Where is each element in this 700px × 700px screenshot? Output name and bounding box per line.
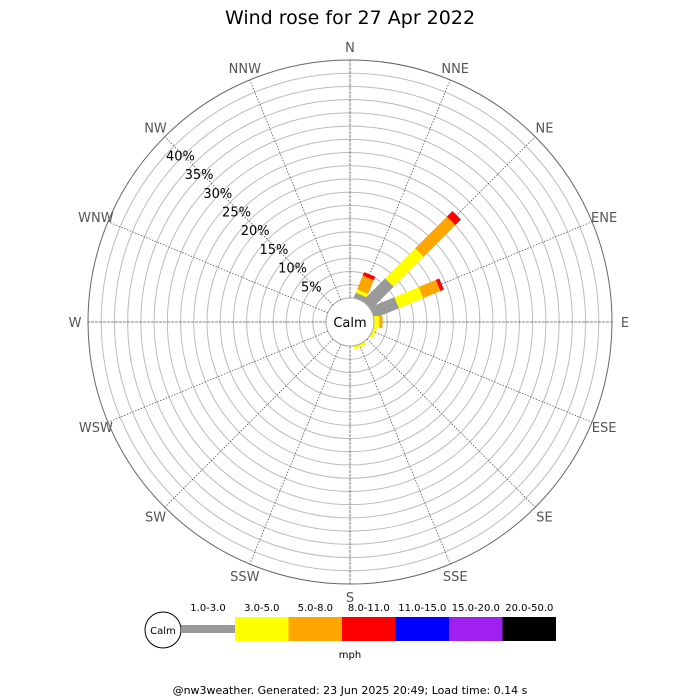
bar-ne-1.0-3.0: [362, 278, 394, 310]
spoke-sse: [358, 344, 451, 565]
radial-tick-25: 25%: [222, 206, 251, 221]
direction-label-w: W: [69, 316, 82, 331]
legend-calm-label: Calm: [150, 626, 176, 637]
direction-labels: N NNE NE ENE E ESE SE SSE S SSW SW WSW W WNW NW NNW: [69, 41, 630, 606]
direction-spokes: [88, 60, 612, 584]
direction-label-wsw: WSW: [79, 421, 113, 436]
grid-ring: [153, 125, 547, 519]
bar-nne-8.0-11.0: [362, 272, 376, 281]
bar-nne-1.0-3.0: [353, 292, 367, 303]
legend-label-11.0-15.0: 11.0-15.0: [398, 603, 446, 614]
legend-swatch-20.0-50.0: [502, 617, 556, 641]
spoke-nw: [164, 136, 334, 306]
legend-label-3.0-5.0: 3.0-5.0: [244, 603, 279, 614]
bar-ne-3.0-5.0: [385, 248, 424, 287]
direction-label-nnw: NNW: [229, 62, 261, 77]
bar-ne-5.0-8.0: [415, 216, 456, 257]
legend-label-20.0-50.0: 20.0-50.0: [505, 603, 553, 614]
legend-swatch-3.0-5.0: [235, 617, 289, 641]
grid-ring: [113, 85, 587, 559]
bar-ene-1.0-3.0: [369, 297, 399, 319]
radial-tick-35: 35%: [185, 168, 214, 183]
direction-label-e: E: [621, 316, 629, 331]
direction-label-ne: NE: [536, 122, 554, 137]
calm-center: Calm: [325, 297, 375, 347]
bar-ene-5.0-8.0: [418, 279, 441, 299]
legend-label-5.0-8.0: 5.0-8.0: [298, 603, 333, 614]
radial-tick-10: 10%: [278, 262, 307, 277]
legend-label-15.0-20.0: 15.0-20.0: [452, 603, 500, 614]
legend-unit: mph: [339, 650, 361, 661]
spoke-nne: [358, 79, 451, 300]
direction-label-nne: NNE: [441, 62, 469, 77]
bar-nne-3.0-5.0: [355, 289, 369, 298]
bar-nne-5.0-8.0: [357, 275, 374, 294]
grid-ring: [285, 257, 415, 387]
spoke-sw: [164, 338, 334, 508]
calm-circle: [325, 297, 375, 347]
direction-label-sse: SSE: [443, 570, 468, 585]
spoke-wnw: [107, 221, 328, 314]
footer-credit: @nw3weather. Generated: 23 Jun 2025 20:4…: [173, 684, 528, 697]
radial-tick-15: 15%: [259, 243, 288, 258]
legend-swatch-15.0-20.0: [449, 617, 503, 641]
legend-label-1.0-3.0: 1.0-3.0: [190, 603, 225, 614]
direction-label-ssw: SSW: [230, 570, 260, 585]
direction-label-ene: ENE: [591, 211, 617, 226]
bar-e-5.0-8.0: [379, 316, 383, 328]
grid-ring: [246, 218, 454, 426]
legend: Calm 1.0-3.0 3.0-5.0 5.0-8.0 8.0-11.0 11.0-1…: [144, 603, 556, 661]
bar-ene-8.0-11.0: [435, 278, 444, 291]
bar-e-3.0-5.0: [374, 316, 380, 328]
direction-label-ese: ESE: [592, 421, 617, 436]
legend-swatch-5.0-8.0: [288, 617, 342, 641]
radial-tick-5: 5%: [301, 280, 322, 295]
bar-ene-3.0-5.0: [394, 287, 424, 309]
chart-title: Wind rose for 27 Apr 2022: [225, 7, 475, 29]
legend-swatch-8.0-11.0: [342, 617, 396, 641]
spoke-se: [366, 338, 536, 508]
radial-tick-30: 30%: [203, 187, 232, 202]
direction-label-s: S: [346, 591, 354, 606]
bar-ne-8.0-11.0: [446, 211, 461, 226]
direction-label-n: N: [345, 41, 355, 56]
spoke-ese: [372, 330, 593, 423]
direction-label-wnw: WNW: [78, 211, 114, 226]
legend-swatch-11.0-15.0: [395, 617, 449, 641]
direction-label-nw: NW: [144, 122, 167, 137]
spoke-wsw: [107, 330, 328, 423]
calm-label: Calm: [333, 316, 366, 331]
radial-tick-20: 20%: [241, 224, 270, 239]
direction-label-se: SE: [536, 511, 552, 526]
direction-label-sw: SW: [145, 511, 166, 526]
spoke-ssw: [249, 344, 342, 565]
legend-label-8.0-11.0: 8.0-11.0: [348, 603, 390, 614]
bar-sse-3.0-5.0: [353, 341, 366, 350]
wind-bars: [353, 211, 461, 350]
spoke-nnw: [249, 79, 342, 300]
radial-tick-40: 40%: [166, 149, 195, 164]
bar-ese-3.0-5.0: [369, 325, 378, 338]
radial-tick-labels: 5% 10% 15% 20% 25% 30% 35% 40%: [166, 149, 322, 295]
